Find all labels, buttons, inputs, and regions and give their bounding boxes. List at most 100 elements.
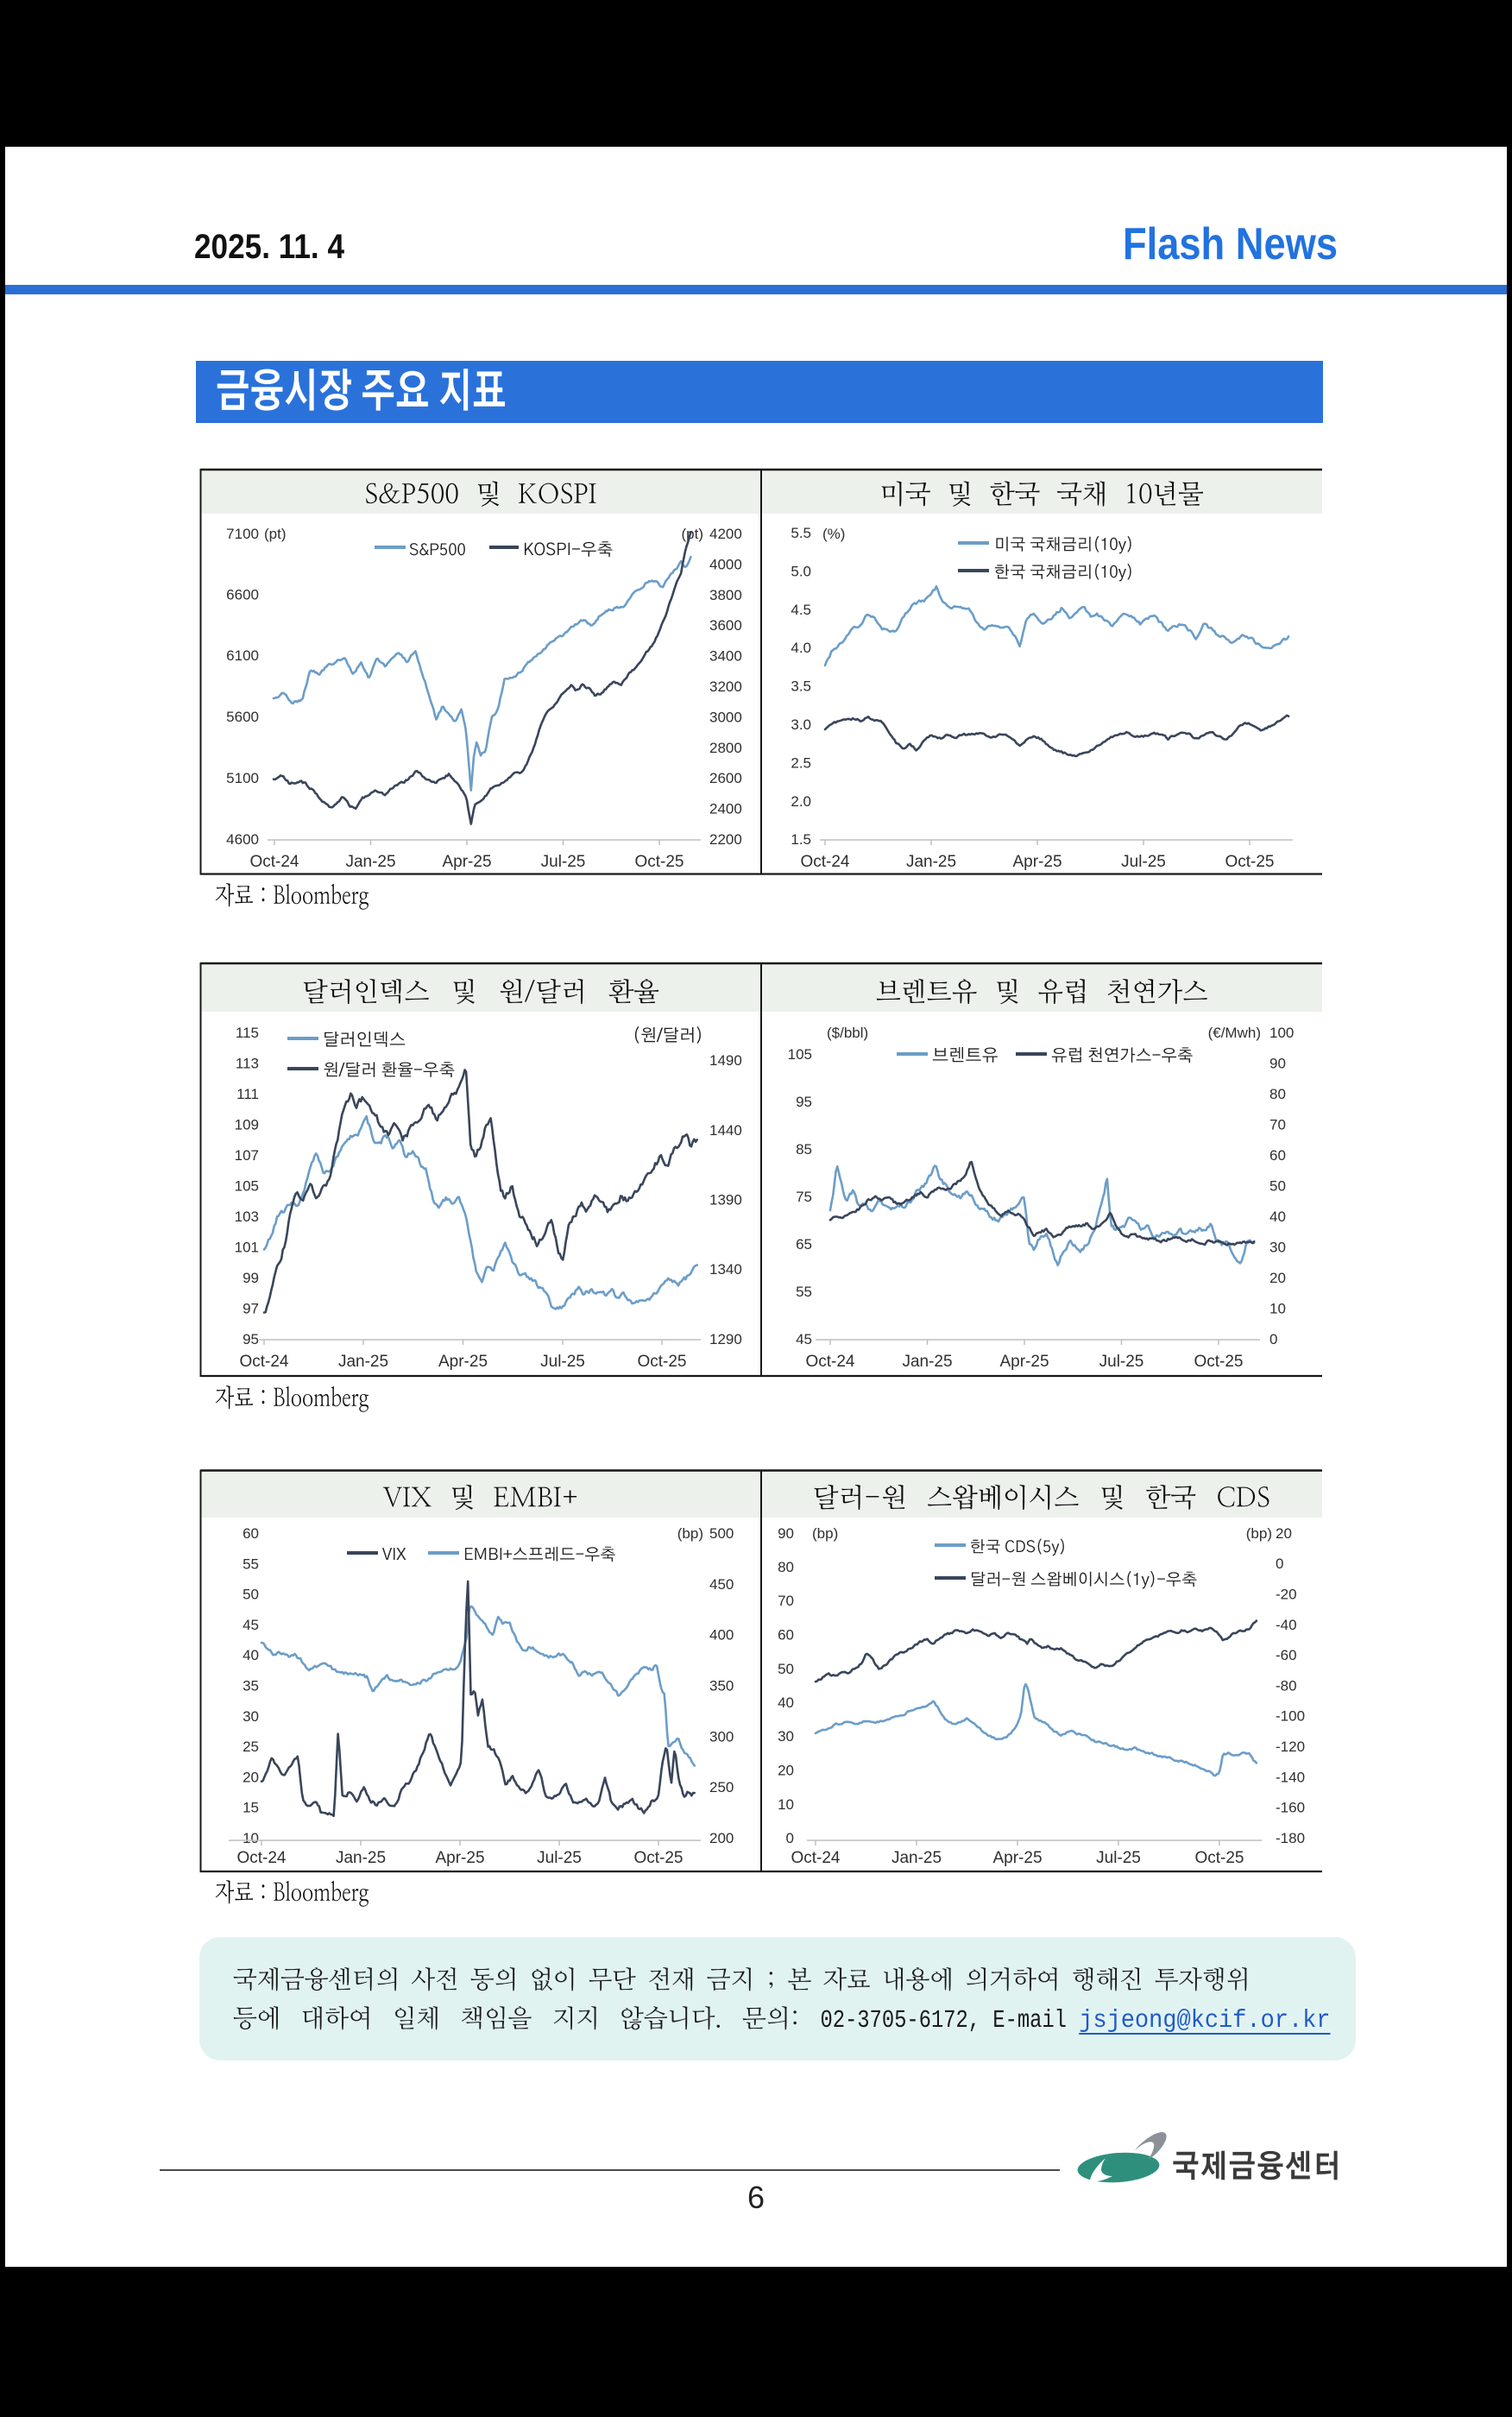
svg-text:Oct-25: Oct-25 bbox=[1194, 1353, 1243, 1371]
svg-text:Jul-25: Jul-25 bbox=[541, 853, 586, 871]
svg-text:450: 450 bbox=[709, 1576, 734, 1593]
svg-text:Oct-24: Oct-24 bbox=[236, 1849, 286, 1867]
svg-text:Apr-25: Apr-25 bbox=[435, 1849, 484, 1867]
svg-text:Oct-24: Oct-24 bbox=[805, 1353, 854, 1371]
svg-text:(€/Mwh): (€/Mwh) bbox=[1208, 1025, 1261, 1041]
svg-text:107: 107 bbox=[235, 1147, 259, 1164]
svg-text:60: 60 bbox=[243, 1525, 259, 1542]
svg-text:4000: 4000 bbox=[709, 556, 742, 572]
svg-text:10: 10 bbox=[1269, 1301, 1286, 1317]
svg-text:80: 80 bbox=[1269, 1086, 1286, 1102]
svg-text:55: 55 bbox=[243, 1556, 259, 1572]
svg-text:4200: 4200 bbox=[709, 526, 742, 542]
svg-text:Oct-25: Oct-25 bbox=[1225, 853, 1274, 871]
svg-text:90: 90 bbox=[778, 1525, 794, 1542]
svg-text:Apr-25: Apr-25 bbox=[999, 1353, 1049, 1371]
svg-text:3200: 3200 bbox=[709, 678, 742, 695]
svg-text:60: 60 bbox=[778, 1627, 794, 1644]
svg-text:Oct-25: Oct-25 bbox=[637, 1353, 686, 1371]
svg-text:40: 40 bbox=[1269, 1208, 1286, 1225]
svg-text:115: 115 bbox=[236, 1025, 259, 1041]
svg-text:45: 45 bbox=[243, 1617, 259, 1633]
svg-text:65: 65 bbox=[796, 1236, 812, 1253]
svg-text:(%): (%) bbox=[822, 526, 845, 542]
svg-text:10: 10 bbox=[778, 1796, 794, 1813]
svg-text:3800: 3800 bbox=[709, 587, 742, 603]
svg-text:4600: 4600 bbox=[226, 831, 259, 848]
svg-text:(bp): (bp) bbox=[812, 1525, 838, 1542]
svg-text:3600: 3600 bbox=[709, 617, 742, 634]
svg-text:-120: -120 bbox=[1276, 1739, 1305, 1755]
svg-text:1440: 1440 bbox=[709, 1122, 742, 1139]
svg-text:20: 20 bbox=[778, 1763, 794, 1779]
svg-text:(pt): (pt) bbox=[682, 526, 704, 542]
svg-text:25: 25 bbox=[243, 1739, 259, 1755]
svg-text:105: 105 bbox=[235, 1178, 259, 1195]
svg-text:30: 30 bbox=[1269, 1240, 1286, 1256]
svg-text:-140: -140 bbox=[1276, 1769, 1305, 1785]
svg-text:1390: 1390 bbox=[709, 1192, 742, 1208]
svg-text:50: 50 bbox=[778, 1661, 794, 1677]
svg-text:Oct-24: Oct-24 bbox=[791, 1849, 840, 1867]
svg-text:3.0: 3.0 bbox=[791, 716, 811, 733]
svg-text:20: 20 bbox=[243, 1769, 259, 1785]
svg-text:250: 250 bbox=[709, 1779, 734, 1795]
svg-text:Oct-24: Oct-24 bbox=[239, 1353, 288, 1371]
svg-text:Oct-24: Oct-24 bbox=[249, 853, 299, 871]
svg-text:Oct-25: Oct-25 bbox=[1194, 1849, 1244, 1867]
svg-text:2800: 2800 bbox=[709, 740, 742, 756]
svg-text:Jul-25: Jul-25 bbox=[540, 1353, 585, 1371]
svg-text:3000: 3000 bbox=[709, 709, 742, 725]
svg-text:0: 0 bbox=[1276, 1556, 1283, 1572]
svg-text:6600: 6600 bbox=[226, 587, 259, 603]
svg-text:2025. 11. 4: 2025. 11. 4 bbox=[194, 228, 345, 266]
svg-text:Jul-25: Jul-25 bbox=[537, 1849, 582, 1867]
svg-text:2.5: 2.5 bbox=[791, 754, 811, 771]
svg-text:109: 109 bbox=[235, 1117, 259, 1133]
svg-text:97: 97 bbox=[243, 1301, 259, 1317]
svg-text:Flash News: Flash News bbox=[1123, 219, 1338, 269]
svg-text:Apr-25: Apr-25 bbox=[992, 1849, 1042, 1867]
svg-text:70: 70 bbox=[778, 1593, 794, 1609]
svg-text:-60: -60 bbox=[1276, 1647, 1297, 1663]
svg-text:Apr-25: Apr-25 bbox=[442, 853, 491, 871]
svg-text:300: 300 bbox=[709, 1728, 734, 1745]
svg-text:105: 105 bbox=[788, 1046, 812, 1063]
svg-text:45: 45 bbox=[796, 1331, 812, 1347]
svg-text:1340: 1340 bbox=[709, 1261, 742, 1278]
svg-text:350: 350 bbox=[709, 1678, 734, 1694]
svg-text:99: 99 bbox=[243, 1270, 259, 1286]
svg-text:5100: 5100 bbox=[226, 770, 259, 786]
svg-text:Jul-25: Jul-25 bbox=[1096, 1849, 1141, 1867]
svg-text:0: 0 bbox=[786, 1830, 794, 1846]
svg-text:Oct-25: Oct-25 bbox=[634, 853, 684, 871]
svg-text:50: 50 bbox=[243, 1587, 259, 1603]
svg-text:2200: 2200 bbox=[709, 831, 742, 848]
svg-text:Jul-25: Jul-25 bbox=[1099, 1353, 1144, 1371]
svg-text:10: 10 bbox=[243, 1830, 259, 1846]
svg-text:Jul-25: Jul-25 bbox=[1121, 853, 1166, 871]
svg-text:55: 55 bbox=[796, 1284, 812, 1300]
svg-text:50: 50 bbox=[1269, 1178, 1286, 1195]
svg-text:2600: 2600 bbox=[709, 770, 742, 786]
svg-text:400: 400 bbox=[709, 1627, 734, 1644]
svg-text:2.0: 2.0 bbox=[791, 793, 811, 810]
svg-text:40: 40 bbox=[243, 1647, 259, 1663]
svg-text:15: 15 bbox=[243, 1800, 259, 1816]
svg-text:200: 200 bbox=[709, 1830, 734, 1846]
svg-text:95: 95 bbox=[243, 1331, 259, 1347]
svg-text:111: 111 bbox=[236, 1086, 259, 1102]
svg-text:0: 0 bbox=[1269, 1331, 1277, 1347]
svg-text:85: 85 bbox=[796, 1141, 812, 1158]
svg-text:101: 101 bbox=[235, 1240, 259, 1256]
svg-text:100: 100 bbox=[1269, 1025, 1294, 1041]
svg-text:-40: -40 bbox=[1276, 1617, 1297, 1633]
svg-text:3400: 3400 bbox=[709, 648, 742, 665]
svg-text:40: 40 bbox=[778, 1694, 794, 1711]
svg-text:1490: 1490 bbox=[709, 1052, 742, 1069]
svg-text:1290: 1290 bbox=[709, 1331, 742, 1347]
svg-text:113: 113 bbox=[236, 1056, 259, 1072]
svg-text:($/bbl): ($/bbl) bbox=[827, 1025, 868, 1041]
svg-text:7100: 7100 bbox=[226, 526, 259, 542]
svg-text:-80: -80 bbox=[1276, 1677, 1297, 1694]
